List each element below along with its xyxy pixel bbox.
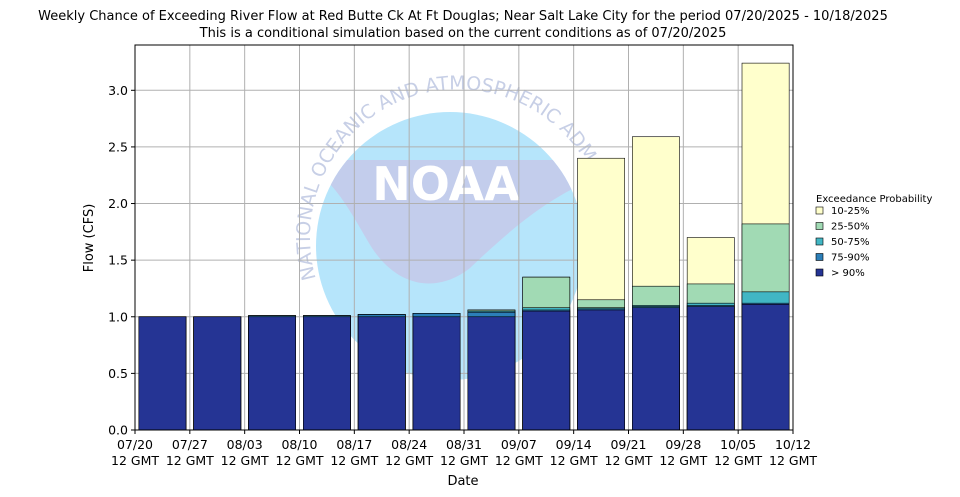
bar — [248, 316, 296, 431]
x-tick-label: 08/31 — [446, 437, 482, 452]
x-tick-label: 08/10 — [281, 437, 317, 452]
x-tick-label: 12 GMT — [221, 453, 269, 468]
legend-title: Exceedance Probability — [816, 194, 932, 205]
legend-entry: 25-50% — [831, 222, 870, 233]
y-axis-label: Flow (CFS) — [82, 204, 97, 273]
bars — [138, 62, 790, 431]
x-tick-label: 12 GMT — [276, 453, 324, 468]
x-axis-label: Date — [447, 474, 478, 489]
bar — [632, 307, 680, 431]
x-tick-label: 12 GMT — [550, 453, 598, 468]
bar — [357, 316, 406, 431]
bar — [412, 316, 461, 431]
legend-swatch — [815, 253, 824, 261]
x-tick-label: 08/24 — [391, 437, 427, 452]
chart-title: Weekly Chance of Exceeding River Flow at… — [38, 9, 888, 24]
noaa-logo-text: NOAA — [372, 157, 520, 211]
y-tick-label: 0.0 — [108, 423, 128, 438]
legend-swatch — [815, 237, 824, 246]
x-tick-label: 12 GMT — [330, 453, 378, 468]
bar — [741, 304, 790, 431]
x-tick-label: 08/03 — [227, 437, 263, 452]
bar — [193, 316, 242, 431]
y-tick-label: 2.5 — [108, 139, 128, 154]
legend-swatch — [815, 206, 824, 215]
y-tick-label: 1.5 — [108, 253, 128, 268]
bar — [522, 310, 571, 431]
legend-swatch — [815, 222, 824, 230]
bar — [577, 309, 625, 431]
x-tick-label: 12 GMT — [605, 453, 653, 468]
y-axis: 0.0 0.5 1.0 1.5 2.0 2.5 3.0 — [108, 83, 135, 438]
x-tick-label: 12 GMT — [659, 453, 707, 468]
chart-subtitle: This is a conditional simulation based o… — [199, 26, 727, 41]
legend-entry: 10-25% — [831, 206, 870, 217]
y-tick-label: 0.5 — [108, 366, 128, 381]
x-tick-label: 10/05 — [720, 437, 756, 452]
legend-swatch — [815, 268, 824, 277]
x-tick-label: 08/17 — [336, 437, 372, 452]
x-tick-label: 12 GMT — [714, 453, 762, 468]
y-tick-label: 3.0 — [108, 83, 128, 98]
bar — [138, 316, 187, 431]
x-tick-label: 12 GMT — [769, 453, 817, 468]
x-tick-label: 10/12 — [775, 437, 811, 452]
legend-entry: 75-90% — [831, 253, 870, 264]
x-tick-label: 09/28 — [665, 437, 701, 452]
legend-entry: > 90% — [831, 268, 865, 279]
x-tick-label: 09/21 — [610, 437, 646, 452]
x-tick-label: 07/27 — [172, 437, 208, 452]
x-tick-label: 12 GMT — [111, 453, 159, 468]
y-tick-label: 2.0 — [108, 196, 128, 211]
x-tick-label: 07/20 — [117, 437, 153, 452]
noaa-watermark-top — [320, 160, 580, 284]
y-tick-label: 1.0 — [108, 309, 128, 324]
legend-entry: 50-75% — [831, 237, 870, 248]
x-tick-label: 09/07 — [501, 437, 537, 452]
x-tick-label: 12 GMT — [385, 453, 433, 468]
x-tick-label: 09/14 — [556, 437, 592, 452]
x-tick-label: 12 GMT — [495, 453, 543, 468]
x-tick-label: 12 GMT — [440, 453, 488, 468]
bar — [467, 316, 516, 431]
bar — [303, 316, 351, 431]
x-tick-label: 12 GMT — [166, 453, 214, 468]
bar — [686, 306, 735, 431]
legend: Exceedance Probability 10-25% 25-50% 50-75… — [815, 194, 932, 279]
